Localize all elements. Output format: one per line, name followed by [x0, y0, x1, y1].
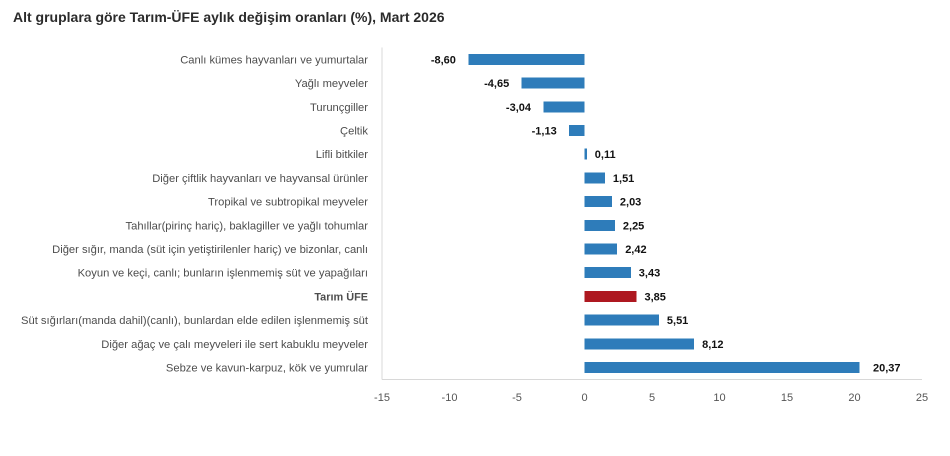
svg-text:Tropikal ve subtropikal meyvel: Tropikal ve subtropikal meyveler [208, 197, 368, 209]
svg-text:Yağlı meyveler: Yağlı meyveler [295, 78, 368, 90]
svg-text:-3,04: -3,04 [506, 102, 532, 114]
svg-text:Çeltik: Çeltik [340, 126, 368, 138]
svg-text:25: 25 [916, 392, 928, 404]
svg-text:-1,13: -1,13 [532, 126, 557, 138]
svg-text:-15: -15 [374, 392, 390, 404]
svg-text:-5: -5 [512, 392, 522, 404]
svg-text:15: 15 [781, 392, 793, 404]
svg-text:Koyun ve keçi, canlı; bunların: Koyun ve keçi, canlı; bunların işlenmemi… [78, 268, 368, 280]
svg-text:Tahıllar(pirinç hariç), baklag: Tahıllar(pirinç hariç), baklagiller ve y… [126, 220, 369, 232]
svg-text:0: 0 [581, 392, 587, 404]
svg-text:Canlı kümes hayvanları ve yumu: Canlı kümes hayvanları ve yumurtalar [180, 54, 368, 66]
svg-text:10: 10 [713, 392, 725, 404]
svg-text:Diğer çiftlik hayvanları ve ha: Diğer çiftlik hayvanları ve hayvansal ür… [152, 173, 368, 185]
svg-text:Turunçgiller: Turunçgiller [310, 102, 368, 114]
svg-text:-4,65: -4,65 [484, 78, 509, 90]
svg-text:Tarım ÜFE: Tarım ÜFE [314, 290, 368, 303]
svg-text:8,12: 8,12 [702, 339, 723, 351]
svg-text:1,51: 1,51 [613, 173, 634, 185]
svg-text:3,85: 3,85 [645, 291, 666, 303]
svg-text:2,25: 2,25 [623, 220, 644, 232]
svg-text:Sebze ve kavun-karpuz, kök ve: Sebze ve kavun-karpuz, kök ve yumrular [166, 363, 368, 375]
svg-text:Diğer ağaç ve çalı meyveleri i: Diğer ağaç ve çalı meyveleri ile sert ka… [101, 339, 368, 351]
svg-text:-10: -10 [442, 392, 458, 404]
svg-text:20: 20 [848, 392, 860, 404]
svg-text:2,42: 2,42 [625, 244, 646, 256]
svg-text:2,03: 2,03 [620, 197, 641, 209]
svg-text:Süt sığırları(manda dahil)(can: Süt sığırları(manda dahil)(canlı), bunla… [21, 315, 369, 327]
svg-text:5,51: 5,51 [667, 315, 688, 327]
svg-text:Alt gruplara göre Tarım-ÜFE ay: Alt gruplara göre Tarım-ÜFE aylık değişi… [13, 9, 445, 25]
svg-text:Diğer sığır, manda (süt için y: Diğer sığır, manda (süt için yetiştirile… [52, 244, 368, 256]
svg-text:20,37: 20,37 [873, 363, 901, 375]
svg-text:0,11: 0,11 [595, 149, 616, 161]
svg-text:-8,60: -8,60 [431, 54, 456, 66]
svg-text:Lifli bitkiler: Lifli bitkiler [316, 149, 368, 161]
svg-text:5: 5 [649, 392, 655, 404]
svg-text:3,43: 3,43 [639, 268, 660, 280]
